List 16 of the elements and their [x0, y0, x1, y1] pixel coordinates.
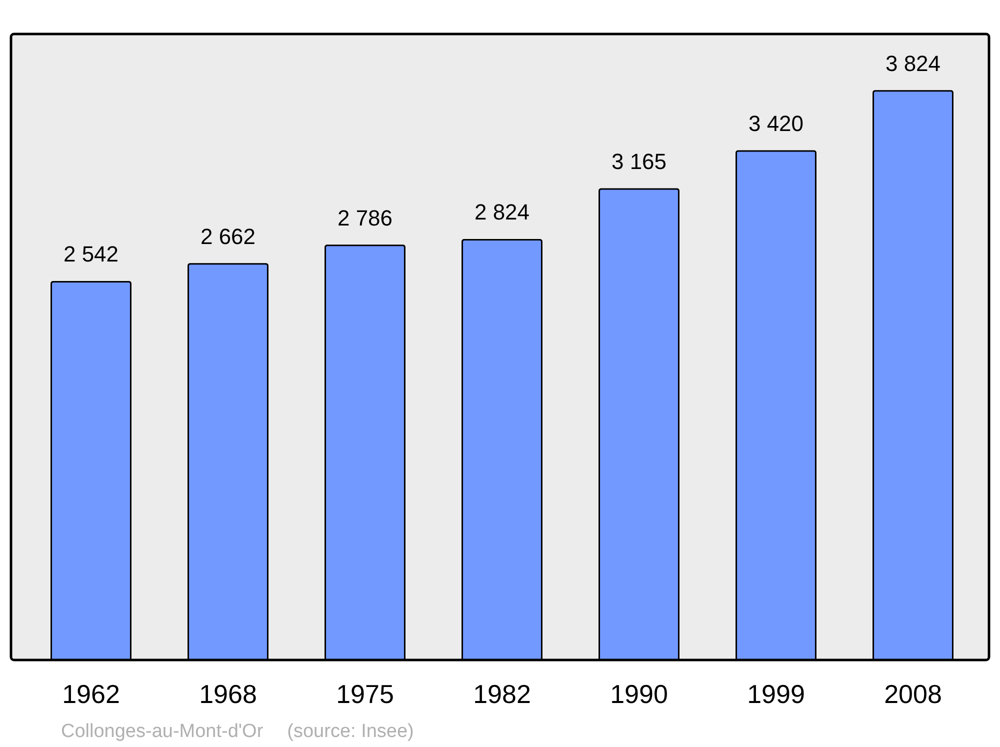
x-tick-label: 1962	[62, 679, 120, 709]
x-tick-label: 1968	[199, 679, 257, 709]
x-tick-label: 1999	[747, 679, 805, 709]
x-tick-label: 1975	[336, 679, 394, 709]
x-tick-label: 1982	[473, 679, 531, 709]
data-label: 2 786	[337, 205, 393, 230]
text: (source: Insee)	[287, 721, 414, 742]
data-label: 2 824	[474, 200, 530, 225]
data-label: 3 824	[885, 50, 941, 76]
x-tick-label: 1990	[610, 679, 668, 709]
x-tick-label: 2008	[884, 679, 942, 709]
data-label: 3 165	[611, 148, 667, 174]
data-label: 2 662	[200, 224, 256, 249]
data-label: 3 420	[748, 111, 804, 136]
data-label: 2 542	[63, 242, 119, 267]
text: Collonges-au-Mont-d'Or	[61, 721, 264, 742]
